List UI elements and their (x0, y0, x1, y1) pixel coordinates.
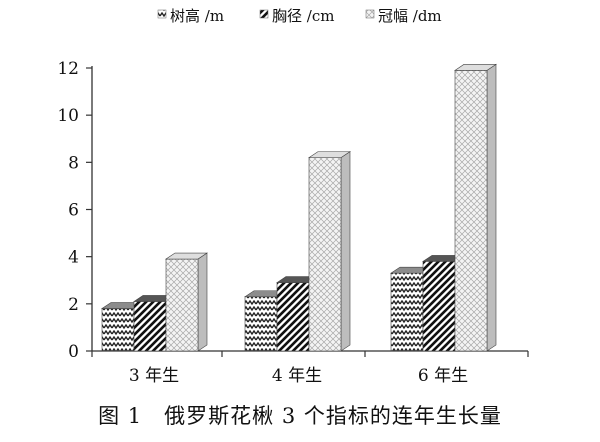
bar-top (165, 252, 208, 260)
bar-front (244, 296, 278, 352)
y-tick-label: 6 (68, 201, 79, 221)
y-tick-label: 2 (68, 295, 79, 315)
legend-label: 胸径 /cm (272, 7, 334, 25)
legend-item: 胸径 /cm (259, 7, 334, 25)
legend: 树高 /m 胸径 /cm 冠幅 /dm (157, 7, 442, 25)
bar-side (486, 63, 497, 352)
legend-item: 冠幅 /dm (365, 7, 442, 25)
bar-front (276, 282, 310, 352)
bar-top (308, 151, 351, 158)
bar-front (454, 70, 488, 352)
y-tick-label: 12 (57, 59, 79, 79)
bar-front (390, 272, 424, 352)
chart: 树高 /m 胸径 /cm 冠幅 /dm 0 2 4 6 8 10 12 3 年生 4 年生 6 年生 (57, 7, 529, 386)
axes: 0 2 4 6 8 10 12 3 年生 4 年生 6 年生 (57, 59, 529, 386)
bar-front (101, 308, 135, 352)
bar-front (165, 258, 199, 352)
legend-label: 树高 /m (170, 7, 224, 25)
legend-item: 树高 /m (157, 7, 224, 25)
bar-front (422, 261, 456, 352)
bar (454, 63, 497, 352)
x-tick-label: 3 年生 (129, 366, 179, 386)
legend-label: 冠幅 /dm (378, 7, 442, 25)
y-tick-label: 10 (57, 106, 79, 126)
x-tick-label: 6 年生 (418, 366, 468, 386)
y-tick-label: 0 (68, 342, 79, 362)
y-tick-label: 4 (68, 248, 79, 268)
bars (101, 63, 497, 352)
y-tick-label: 8 (68, 153, 79, 173)
legend-swatch (365, 9, 375, 19)
bar-top (454, 64, 497, 71)
bar-side (340, 151, 351, 352)
bar-front (133, 301, 167, 352)
bar-front (308, 157, 342, 352)
bar (308, 151, 351, 352)
figure-caption: 图 1 俄罗斯花楸 3 个指标的连年生长量 (98, 404, 502, 428)
legend-swatch (157, 9, 167, 19)
legend-swatch (259, 9, 269, 19)
x-tick-label: 4 年生 (272, 366, 322, 386)
bar (165, 252, 208, 352)
bar-side (197, 252, 208, 352)
